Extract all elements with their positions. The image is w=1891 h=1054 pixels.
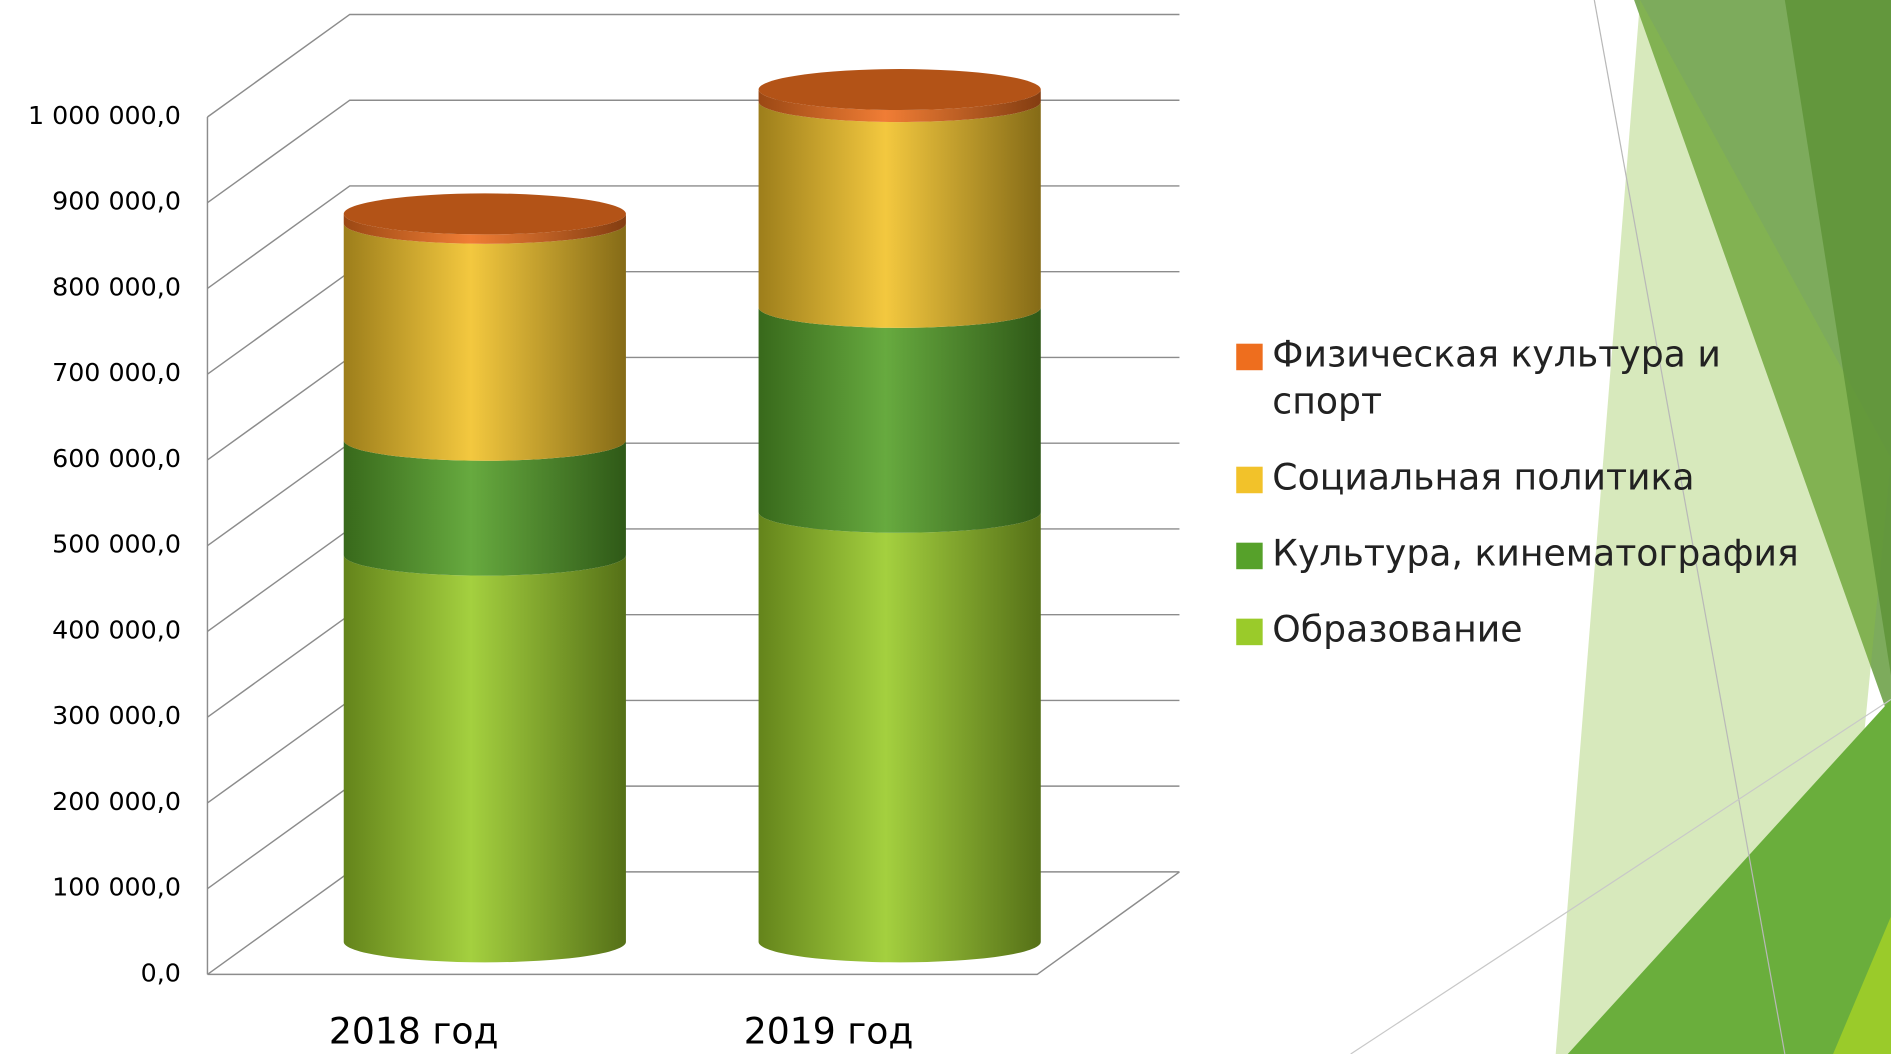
chart: 0,0 100 000,0 200 000,0 300 000,0 400 000,0 5…: [0, 0, 1891, 1054]
legend-label: Социальная политика: [1272, 455, 1694, 502]
y-tick-label: 100 000,0: [52, 872, 181, 902]
y-tick-label: 700 000,0: [52, 357, 181, 387]
legend-swatch: [1236, 467, 1263, 494]
legend-swatch: [1236, 543, 1263, 570]
legend-item: Физическая культура и спорт: [1236, 332, 1887, 426]
x-tick-label: 2018 год: [329, 1009, 499, 1052]
plot-area: 0,0 100 000,0 200 000,0 300 000,0 400 000,0 5…: [28, 14, 1180, 1052]
x-tick-label: 2019 год: [744, 1009, 914, 1052]
cylinder-top: [759, 69, 1041, 110]
cylinder-top: [344, 193, 626, 234]
cylinder-segment: [759, 102, 1041, 328]
y-tick-label: 300 000,0: [52, 700, 181, 730]
legend-item: Социальная политика: [1236, 455, 1887, 502]
legend-item: Образование: [1236, 607, 1887, 654]
legend-label: Культура, кинематография: [1272, 531, 1798, 578]
page: 0,0 100 000,0 200 000,0 300 000,0 400 000,0 5…: [0, 0, 1891, 1054]
legend-box: Физическая культура и спорт Социальная по…: [1236, 332, 1887, 790]
y-tick-label: 0,0: [141, 957, 181, 987]
y-tick-label: 500 000,0: [52, 529, 181, 559]
cylinder-segment: [344, 555, 626, 962]
legend-swatch: [1236, 619, 1263, 646]
y-tick-label: 400 000,0: [52, 614, 181, 644]
y-tick-label: 1 000 000,0: [28, 100, 181, 130]
legend: Физическая культура и спорт Социальная по…: [1236, 332, 1887, 654]
y-tick-label: 800 000,0: [52, 271, 181, 301]
legend-label: Физическая культура и спорт: [1272, 332, 1827, 426]
cylinder-segment: [344, 223, 626, 460]
cylinder-segment: [759, 307, 1041, 532]
legend-item: Культура, кинематография: [1236, 531, 1887, 578]
y-tick-label: 600 000,0: [52, 443, 181, 473]
y-tick-label: 200 000,0: [52, 786, 181, 816]
cylinder-segment: [759, 512, 1041, 962]
y-tick-label: 900 000,0: [52, 186, 181, 216]
legend-label: Образование: [1272, 607, 1522, 654]
legend-swatch: [1236, 344, 1263, 371]
